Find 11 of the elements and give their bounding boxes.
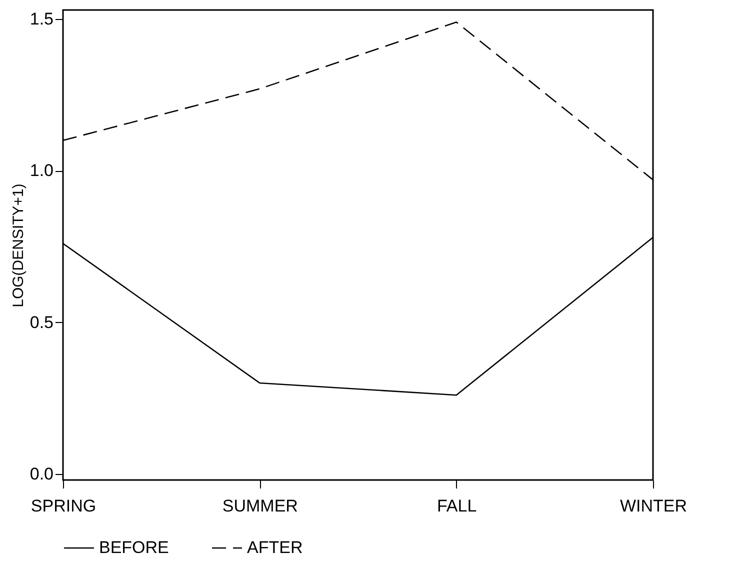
y-tick-label: 0.0 [30, 464, 54, 484]
y-tick-label: 0.5 [30, 312, 54, 332]
x-tick-label: SUMMER [222, 496, 298, 516]
y-axis-title: LOG(DENSITY+1) [10, 184, 27, 308]
legend-label: AFTER [247, 538, 303, 557]
x-tick-label: WINTER [620, 496, 688, 516]
x-tick-label: SPRING [30, 496, 96, 516]
y-tick-label: 1.0 [30, 161, 54, 180]
y-tick-label: 1.5 [30, 10, 54, 29]
x-tick-label: FALL [436, 496, 477, 516]
legend-label: BEFORE [99, 538, 169, 557]
